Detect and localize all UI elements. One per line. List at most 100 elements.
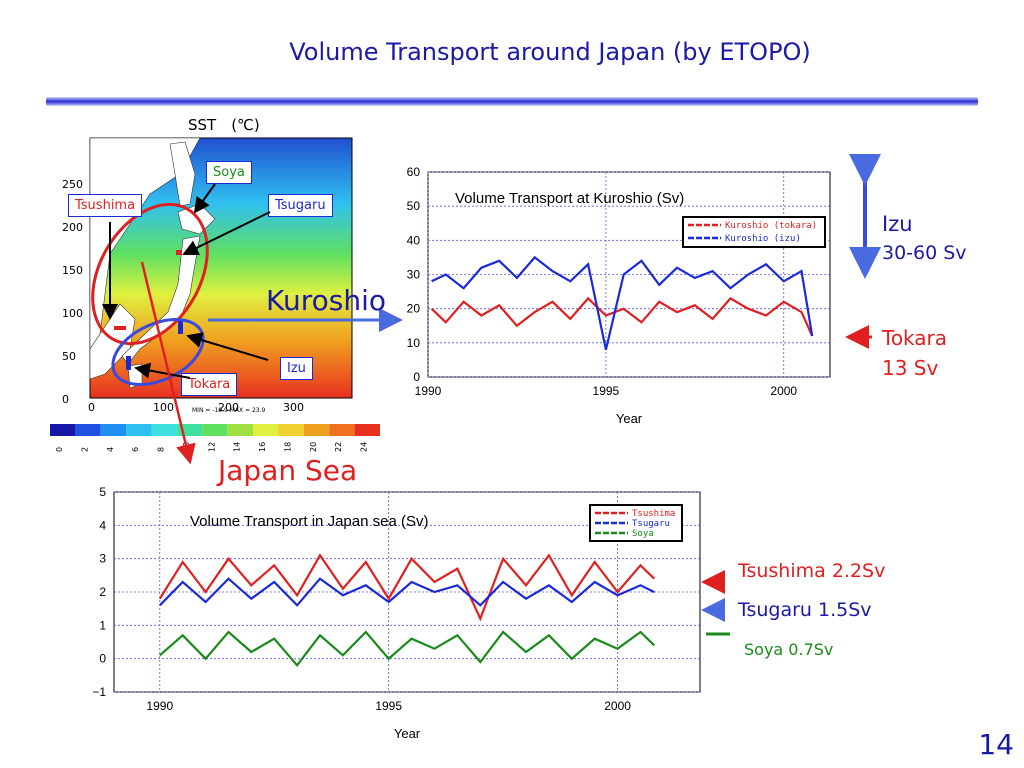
- tsushima-label: Tsushima: [68, 194, 143, 217]
- izu-value-annotation: 30-60 Sv: [882, 242, 967, 264]
- kuroshio-annotation: Kuroshio: [266, 284, 386, 317]
- soya-pointer: [193, 183, 216, 214]
- izu-pointer: [186, 332, 269, 361]
- series-line-tsushima: [158, 553, 655, 622]
- colorbar-swatch: [227, 424, 254, 436]
- colorbar-tick-label: 2: [80, 447, 89, 452]
- map-x-tick-label: 0: [88, 401, 95, 414]
- map-y-tick-label: 100: [62, 307, 83, 320]
- colorbar-swatch: [151, 424, 177, 436]
- japan-sea-pointer: [140, 261, 196, 465]
- map-x-tick-label: 200: [218, 401, 239, 414]
- map-y-tick-label: 250: [62, 178, 83, 191]
- series-line-kuroshio-izu-: [431, 255, 814, 350]
- tsugaru-section-marker: [176, 250, 182, 255]
- map-minmax-note: MIN = -10.9 MAX = 23.9: [192, 407, 265, 414]
- tokara-pointer: [134, 362, 191, 379]
- chart-title: Volume Transport at Kuroshio (Sv): [455, 190, 684, 207]
- colorbar-swatch: [354, 424, 380, 436]
- tokara-annotation: Tokara: [882, 326, 948, 350]
- page-number: 14: [978, 728, 1014, 761]
- y-tick-label: 50: [407, 199, 421, 213]
- y-tick-label: 20: [407, 302, 421, 316]
- title-divider: [46, 97, 978, 106]
- x-tick-label: 2000: [770, 384, 797, 398]
- map-y-ticks: 250 200 150 100 50 0: [62, 178, 83, 406]
- colorbar-swatch: [278, 424, 304, 436]
- y-tick-label: 2: [99, 585, 106, 599]
- tsushima-section-marker: [114, 326, 126, 330]
- colorbar-tick-label: 12: [207, 442, 216, 452]
- y-tick-label: 3: [99, 552, 106, 566]
- legend-entry: Tsugaru: [632, 519, 670, 529]
- colorbar-tick-label: 8: [157, 447, 166, 452]
- tsugaru-value-annotation: Tsugaru 1.5Sv: [738, 599, 872, 621]
- tokara-label: Tokara: [181, 373, 238, 396]
- legend-box: [682, 216, 826, 248]
- x-tick-label: 1990: [415, 384, 442, 398]
- x-tick-label: 1995: [593, 384, 620, 398]
- legend-entry: Kuroshio (izu): [725, 234, 801, 244]
- legend-entry: Tsushima: [632, 509, 675, 519]
- legend-entry: Kuroshio (tokara): [725, 221, 817, 231]
- tokara-section-marker: [126, 356, 131, 370]
- slide-title: Volume Transport around Japan (by ETOPO): [289, 38, 811, 66]
- y-tick-label: 1: [99, 618, 106, 632]
- map-x-ticks: 0 100 200 300: [88, 401, 304, 414]
- map-y-tick-label: 200: [62, 221, 83, 234]
- tsugaru-label: Tsugaru: [268, 194, 333, 217]
- tsushima-value-annotation: Tsushima 2.2Sv: [738, 560, 886, 582]
- izu-label: Izu: [280, 357, 313, 380]
- izu-section-marker: [178, 320, 183, 334]
- x-axis-label: Year: [394, 726, 421, 741]
- soya-value-annotation: Soya 0.7Sv: [744, 640, 834, 659]
- colorbar-tick-label: 22: [334, 442, 343, 452]
- honshu-land: [121, 235, 201, 365]
- map-y-tick-label: 50: [62, 350, 76, 363]
- colorbar-tick-label: 24: [360, 442, 369, 452]
- y-tick-label: 0: [413, 370, 420, 384]
- x-axis-label: Year: [616, 411, 643, 426]
- izu-annotation: Izu: [882, 212, 913, 236]
- y-tick-label: 60: [407, 165, 421, 179]
- colorbar-tick-label: 20: [309, 442, 318, 452]
- map-y-tick-label: 0: [62, 393, 69, 406]
- y-tick-label: 10: [407, 336, 421, 350]
- colorbar-tick-label: 0: [55, 447, 64, 452]
- chart-title: Volume Transport in Japan sea (Sv): [190, 513, 428, 530]
- colorbar-swatch: [100, 424, 127, 436]
- colorbar-tick-label: 14: [233, 442, 242, 452]
- colorbar-swatch: [126, 424, 152, 436]
- legend-entry: Soya: [632, 529, 654, 539]
- y-tick-label: 40: [407, 233, 421, 247]
- map-x-tick-label: 100: [153, 401, 174, 414]
- colorbar-tick-label: 6: [131, 447, 140, 452]
- map-x-tick-label: 300: [283, 401, 304, 414]
- colorbar-swatch: [50, 424, 76, 436]
- colorbar-swatch: [329, 424, 355, 436]
- sst-map-title: SST (℃): [188, 116, 260, 134]
- colorbar-tick-label: 16: [258, 442, 267, 452]
- soya-label: Soya: [206, 161, 252, 184]
- tsugaru-pointer: [182, 211, 271, 256]
- y-tick-label: 30: [407, 268, 421, 282]
- colorbar-swatch: [253, 424, 279, 436]
- japan-sea-annotation: Japan Sea: [218, 454, 358, 487]
- colorbar-swatch: [202, 424, 228, 436]
- series-line-kuroshio-tokara-: [430, 296, 814, 337]
- japan-sea-oval: [91, 202, 209, 346]
- series-line-soya: [159, 630, 655, 668]
- x-tick-label: 1995: [375, 699, 402, 713]
- sakhalin-land: [169, 141, 196, 207]
- y-tick-label: 5: [99, 485, 106, 499]
- colorbar-swatch: [75, 424, 101, 436]
- tokara-value-annotation: 13 Sv: [882, 356, 939, 380]
- y-tick-label: −1: [92, 685, 106, 699]
- map-y-tick-label: 150: [62, 264, 83, 277]
- colorbar-tick-label: 18: [283, 442, 292, 452]
- y-tick-label: 4: [99, 518, 106, 532]
- series-line-tsugaru: [159, 577, 655, 607]
- y-tick-label: 0: [99, 652, 106, 666]
